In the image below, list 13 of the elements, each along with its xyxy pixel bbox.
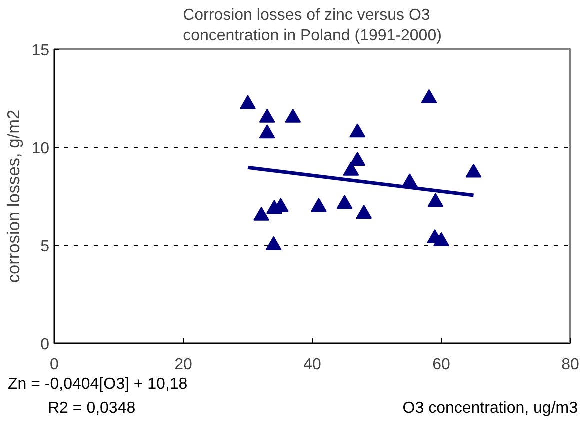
text: R2 = 0,0348 [48,399,136,419]
chart-title: Corrosion losses of zinc versus O3 concentration in Poland (1991-2000) [183,7,442,44]
y-tick-label: 0 [40,336,50,354]
y-tick-label: 5 [40,238,50,256]
x-tick-label: 20 [174,356,192,374]
y-axis-title: corrosion losses, g/m2 [4,110,24,284]
x-tick-label: 60 [432,356,450,374]
x-axis-title: O3 concentration, ug/m3 [402,399,578,419]
text: Zn = -0,0404[O3] + 10,18 [8,375,188,395]
y-tick-label: 10 [32,140,50,158]
x-tick-label: 80 [562,356,580,374]
y-tick-label: 15 [32,42,50,60]
x-tick-label: 40 [304,356,322,374]
